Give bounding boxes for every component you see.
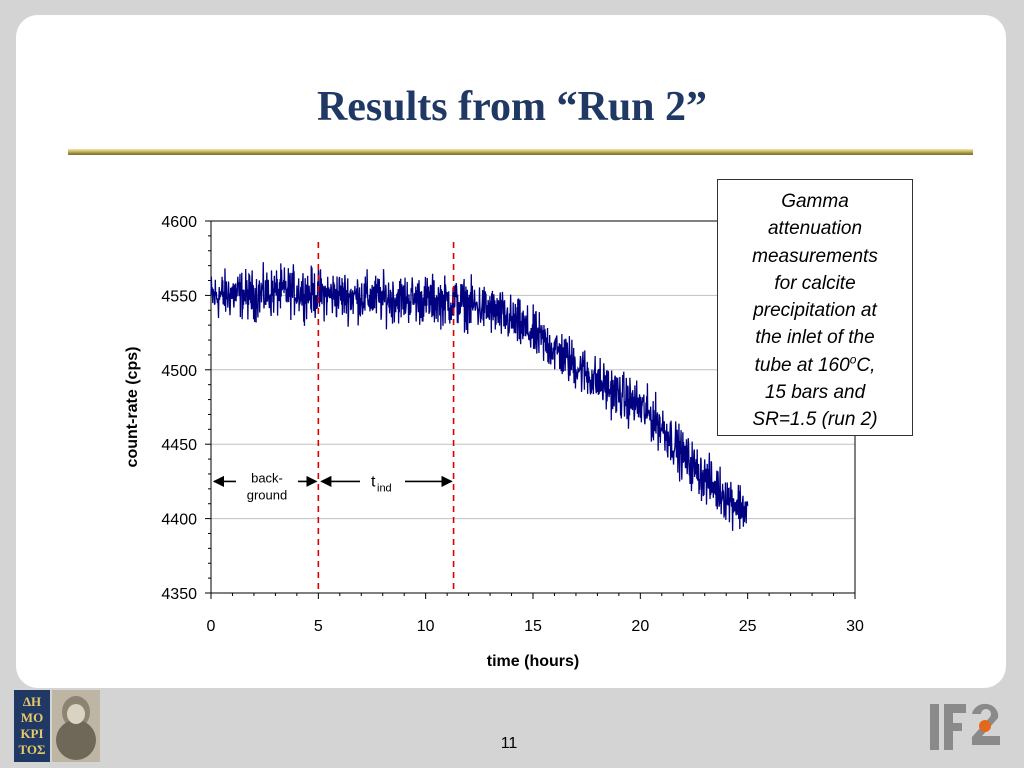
x-tick-label: 5 [314,618,323,635]
x-tick-label: 10 [417,618,435,635]
y-tick-label: 4550 [161,288,197,305]
callout-line: precipitation at [753,300,877,322]
svg-text:ΔΗ: ΔΗ [23,694,41,709]
y-tick-label: 4400 [161,512,197,529]
callout-text: tube at 160 [754,354,850,376]
ife-logo [930,703,1000,750]
callout-line: SR=1.5 (run 2) [752,409,878,431]
x-axis-label: time (hours) [487,653,579,670]
slide-title: Results from “Run 2” [316,84,708,130]
background-annotation-label: ground [247,487,287,502]
callout-line: measurements [752,245,878,267]
y-tick-label: 4600 [161,214,197,231]
y-tick-label: 4450 [161,437,197,454]
svg-text:ΚΡΙ: ΚΡΙ [20,726,43,741]
x-tick-label: 25 [739,618,757,635]
title-divider [68,149,973,155]
background-annotation-label: back- [251,470,283,485]
tind-annotation-subscript: ind [377,482,392,494]
demokritos-logo: ΔΗ ΜΟ ΚΡΙ ΤΟΣ [14,690,100,762]
count-rate-series-line [210,262,749,531]
callout-line: the inlet of the [755,327,875,349]
callout-line: 15 bars and [764,382,866,404]
page-number: 11 [500,735,518,752]
callout-line: for calcite [774,272,856,294]
svg-text:ΜΟ: ΜΟ [21,710,43,725]
y-tick-label: 4350 [161,586,197,603]
y-axis-label: count-rate (cps) [124,347,141,468]
x-tick-label: 15 [524,618,542,635]
callout-text: C, [856,354,876,376]
x-tick-label: 0 [207,618,216,635]
tind-annotation-label: t [371,473,376,490]
x-tick-label: 30 [846,618,864,635]
callout-superscript: o [849,352,857,367]
callout-line: attenuation [767,218,863,240]
callout-line: Gamma [781,191,849,212]
svg-text:ΤΟΣ: ΤΟΣ [18,742,45,757]
chart-callout-box: Gamma attenuation measurements for calci… [717,179,913,436]
y-tick-label: 4500 [161,363,197,380]
x-tick-label: 20 [631,618,649,635]
callout-line: tube at 160oC, [718,352,912,379]
